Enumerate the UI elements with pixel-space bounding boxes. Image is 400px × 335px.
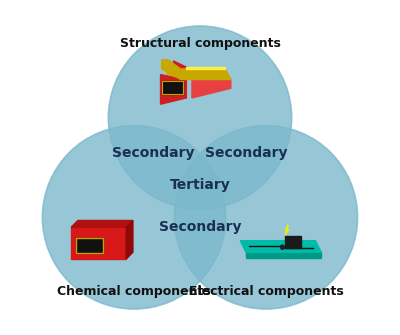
Polygon shape [162,60,186,79]
Polygon shape [186,67,225,69]
Polygon shape [240,241,321,252]
Polygon shape [246,252,321,258]
Text: Secondary: Secondary [205,146,288,160]
Polygon shape [181,69,231,79]
Text: Electrical components: Electrical components [188,285,343,298]
Polygon shape [192,79,231,98]
Bar [76,238,103,253]
Circle shape [42,126,226,309]
Text: Secondary: Secondary [159,220,241,234]
Polygon shape [126,220,133,259]
Bar [162,81,183,94]
Text: Secondary: Secondary [112,146,195,160]
Polygon shape [160,75,186,104]
Polygon shape [174,61,192,79]
Circle shape [108,26,292,209]
Polygon shape [181,70,231,79]
Bar [76,238,103,253]
Circle shape [174,126,358,309]
Polygon shape [71,227,126,259]
Text: Structural components: Structural components [120,37,280,50]
Circle shape [280,245,284,249]
Polygon shape [71,220,133,227]
Text: Chemical components: Chemical components [57,285,211,298]
Bar [162,81,183,94]
Text: Tertiary: Tertiary [170,178,230,192]
Polygon shape [285,225,289,235]
Bar [285,236,301,248]
Polygon shape [162,65,186,79]
